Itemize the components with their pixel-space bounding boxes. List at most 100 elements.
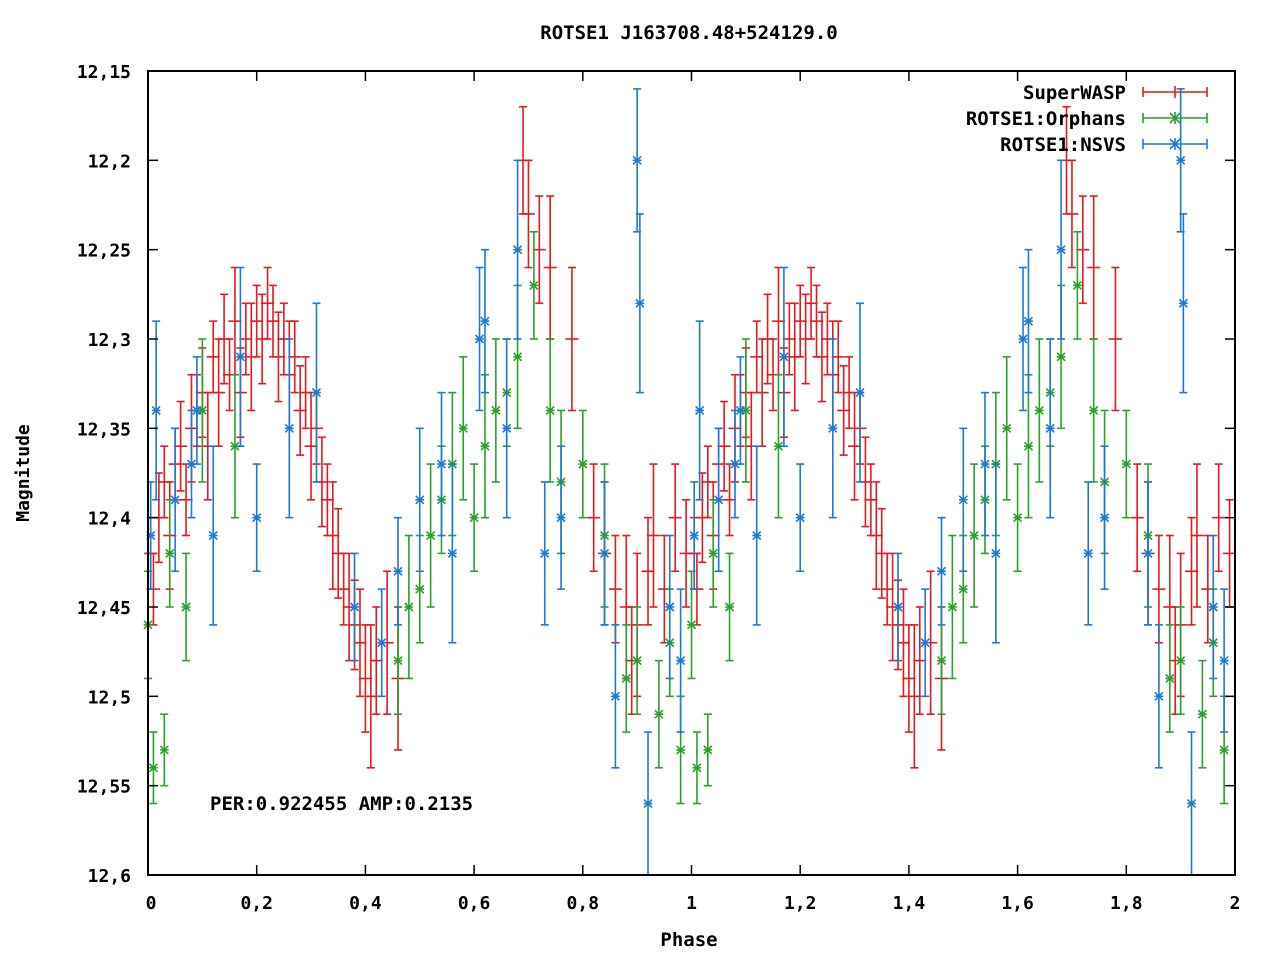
data-point	[239, 302, 253, 376]
marker-stroke	[676, 745, 686, 755]
marker-stroke	[1186, 798, 1197, 809]
marker-stroke	[513, 352, 523, 362]
data-point	[521, 159, 535, 269]
data-point	[893, 552, 903, 662]
data-point	[668, 463, 682, 573]
marker-stroke	[686, 620, 697, 630]
data-point	[315, 436, 329, 528]
marker-stroke	[714, 495, 724, 505]
marker-stroke	[556, 513, 566, 523]
data-point	[540, 481, 550, 626]
marker-stroke	[958, 495, 968, 505]
y-tick-label: 12,25	[77, 241, 131, 262]
data-point	[587, 463, 601, 573]
data-point	[1087, 195, 1101, 340]
marker-stroke	[1089, 405, 1099, 416]
marker-stroke	[610, 691, 620, 701]
marker-stroke	[635, 298, 645, 308]
data-point	[902, 624, 916, 733]
data-point	[599, 481, 610, 626]
data-point	[1072, 231, 1082, 340]
marker-stroke	[148, 763, 159, 773]
data-point	[864, 463, 878, 537]
data-point	[1178, 213, 1188, 394]
data-point	[1013, 463, 1023, 573]
marker-stroke	[165, 548, 175, 558]
marker-stroke	[1219, 745, 1229, 755]
marker-stroke	[502, 423, 512, 433]
marker-stroke	[692, 763, 702, 773]
marker-stroke	[665, 602, 675, 612]
legend: SuperWASP ROTSE1:Orphans ROTSE1:NSVS	[966, 82, 1208, 156]
marker-stroke	[936, 566, 947, 576]
marker-stroke	[1143, 548, 1153, 558]
marker-stroke	[377, 638, 387, 648]
marker-stroke	[426, 530, 436, 541]
marker-stroke	[893, 602, 903, 612]
marker-stroke	[632, 656, 642, 666]
data-point	[326, 481, 340, 590]
marker-stroke	[491, 405, 501, 416]
x-axis-label: Phase	[660, 929, 717, 951]
marker-stroke	[578, 459, 588, 469]
data-point	[192, 356, 202, 465]
marker-stroke	[735, 405, 745, 416]
data-point	[170, 427, 180, 573]
data-point	[1002, 356, 1012, 501]
x-tick-label: 0,6	[458, 893, 491, 914]
marker-stroke	[795, 513, 805, 523]
data-point	[848, 391, 862, 501]
y-tick-label: 12,5	[88, 687, 131, 708]
marker-stroke	[920, 638, 930, 648]
data-point	[1065, 159, 1079, 269]
marker-stroke	[1072, 280, 1082, 290]
marker-stroke	[1208, 602, 1218, 612]
marker-stroke	[159, 745, 169, 755]
marker-stroke	[936, 656, 947, 666]
data-marks	[143, 88, 1237, 876]
data-point	[1023, 248, 1034, 394]
marker-stroke	[958, 584, 968, 594]
axis-ticks: 0 0,2 0,4 0,6 0,8 1 1,2 1,4 1,6 1,8 2 12,15 12,2 12,2…	[77, 62, 1241, 914]
data-point	[714, 427, 724, 573]
data-point	[1176, 606, 1186, 716]
data-point	[809, 284, 824, 358]
data-point	[578, 409, 588, 519]
marker-stroke	[708, 548, 718, 558]
data-point	[610, 624, 620, 769]
marker-stroke	[181, 602, 191, 612]
data-point	[235, 266, 245, 448]
x-tick-label: 0,2	[240, 893, 273, 914]
data-point	[1099, 445, 1110, 590]
marker-stroke	[415, 495, 425, 505]
marker-stroke	[1018, 334, 1028, 344]
x-tick-label: 1,6	[1001, 893, 1034, 914]
data-point	[304, 391, 318, 501]
data-point	[1034, 338, 1044, 483]
data-point	[491, 338, 501, 483]
data-point	[723, 463, 737, 537]
marker-stroke	[1154, 691, 1164, 701]
data-point	[1190, 463, 1204, 608]
marker-stroke	[621, 673, 631, 684]
marker-stroke	[284, 423, 294, 433]
data-point	[206, 320, 220, 394]
marker-stroke	[1099, 513, 1110, 523]
x-tick-label: 0,4	[349, 893, 382, 914]
x-tick-label: 1,4	[893, 893, 926, 914]
data-point	[212, 338, 226, 448]
marker-stroke	[980, 459, 990, 469]
marker-stroke	[1013, 513, 1023, 523]
data-point	[632, 606, 642, 716]
data-point	[755, 338, 769, 448]
data-point	[1108, 266, 1122, 412]
data-point	[556, 445, 566, 590]
y-tick-label: 12,35	[77, 419, 131, 440]
data-point	[689, 481, 699, 590]
marker-stroke	[1121, 459, 1131, 469]
data-point	[635, 213, 645, 394]
data-point	[1056, 159, 1066, 340]
data-point	[913, 606, 927, 716]
data-point	[469, 463, 479, 573]
